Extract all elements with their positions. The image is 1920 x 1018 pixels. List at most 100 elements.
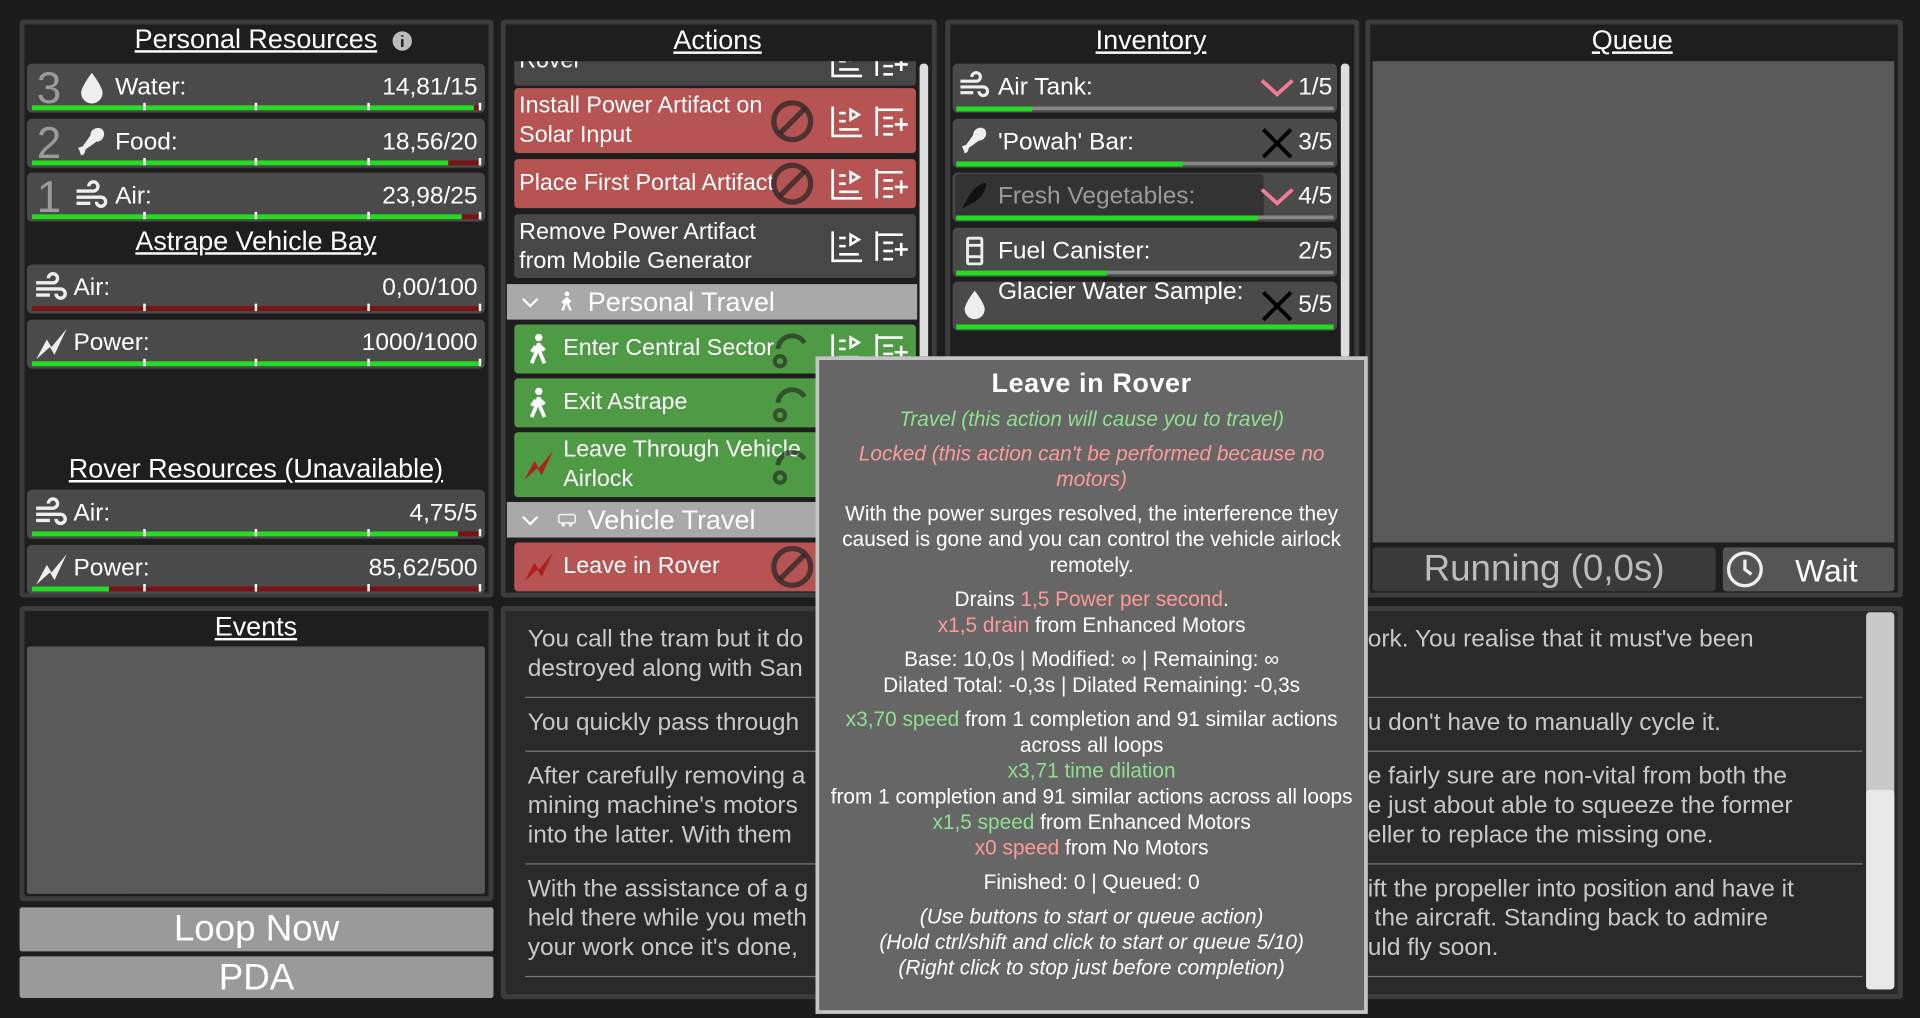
events-area: [26, 646, 485, 894]
resource-count: 3: [36, 62, 62, 113]
status-mark: [1259, 70, 1296, 107]
group-icon: [556, 290, 578, 318]
icon-part: [535, 387, 543, 396]
action-group-header[interactable]: Personal Travel: [506, 284, 918, 320]
resource-label: Power:: [73, 328, 150, 356]
menu-button[interactable]: PDA: [19, 956, 494, 998]
icon-part: [961, 183, 987, 209]
icon-part: [524, 450, 554, 479]
bar-tick: [254, 303, 258, 312]
icon-part: [524, 450, 554, 479]
status-mark: [1259, 124, 1296, 161]
tooltip-block: With the power surges resolved, the inte…: [827, 501, 1357, 578]
log-text: You call the tram but it do: [527, 625, 804, 653]
log-text: e fairly sure are non-vital from both th…: [1367, 762, 1788, 790]
tooltip-line: (Right click to stop just before complet…: [827, 955, 1357, 981]
inventory-row: [952, 227, 1338, 277]
action-item[interactable]: Rover: [514, 61, 916, 86]
icon-part: [561, 291, 572, 311]
icon-part: [771, 545, 814, 588]
icon: [33, 496, 70, 533]
inventory-count: 2/5: [1298, 236, 1333, 264]
tooltip-text: from No Motors: [1059, 836, 1209, 860]
action-icon: [522, 550, 556, 584]
start-button[interactable]: [828, 101, 867, 140]
bar-fill: [956, 324, 1334, 330]
section-title: Queue: [1591, 24, 1673, 56]
icon-part: [78, 127, 105, 155]
start-button[interactable]: [828, 61, 867, 81]
icon: [958, 179, 992, 213]
inventory-count: 1/5: [1298, 73, 1333, 101]
log-text: ift the propeller into position and have…: [1367, 875, 1794, 903]
icon-part: [772, 407, 788, 423]
queue-button[interactable]: [872, 164, 911, 203]
icon-part: [1743, 559, 1753, 576]
icon-part: [557, 513, 577, 524]
actions-scrollbar: [919, 63, 929, 591]
inventory-count: 5/5: [1298, 291, 1333, 319]
tooltip-text: x1,5 drain: [937, 613, 1030, 637]
tooltip-text: With the power surges resolved, the inte…: [842, 502, 1347, 577]
action-label: Rover: [519, 61, 808, 76]
tooltip-block: x3,70 speed from 1 completion and 91 sim…: [827, 707, 1357, 861]
bar-tick: [366, 303, 370, 312]
action-label: Exit Astrape: [563, 389, 688, 416]
log-text: e just about able to squeeze the former: [1367, 792, 1793, 820]
bar-tick: [478, 528, 482, 537]
bar-fill: [956, 106, 1032, 112]
bar-tick: [366, 528, 370, 537]
collapse-icon[interactable]: [519, 509, 541, 537]
resource-label: Power:: [73, 554, 150, 582]
icon-part: [771, 99, 814, 142]
tooltip-line: x3,70 speed from 1 completion and 91 sim…: [827, 707, 1357, 758]
tooltip-line: Finished: 0 | Queued: 0: [827, 869, 1357, 895]
action-item[interactable]: Remove Power Artifact from Mobile Genera…: [514, 214, 916, 278]
log-text: into the latter. With them: [527, 821, 792, 849]
icon-part: [1262, 127, 1293, 158]
start-button[interactable]: [828, 164, 867, 203]
icon-part: [76, 180, 108, 208]
icon: [73, 124, 110, 161]
bar-track: [956, 106, 1334, 111]
action-item[interactable]: Install Power Artifact on Solar Input: [514, 88, 916, 154]
icon-part: [76, 180, 108, 208]
tooltip-block: Locked (this action can't be performed b…: [827, 441, 1357, 492]
log-text: eller to replace the missing one.: [1367, 821, 1714, 849]
icon-part: [778, 552, 807, 582]
inventory-label: Fuel Canister:: [997, 236, 1151, 264]
icon: [958, 70, 992, 104]
travel-icon: [768, 378, 817, 427]
inventory-label: Glacier Water Sample:: [997, 277, 1244, 305]
icon-part: [771, 162, 814, 205]
icon-part: [1726, 551, 1763, 588]
action-group-title: Vehicle Travel: [587, 504, 756, 536]
bar-tick: [366, 211, 370, 220]
resource-label: Air:: [115, 182, 152, 210]
tooltip-block: Drains 1,5 Power per second. x1,5 drain f…: [827, 587, 1357, 638]
action-item[interactable]: Place First Portal Artifact: [514, 159, 916, 209]
resource-label: Air:: [73, 274, 111, 302]
icon-part: [961, 127, 987, 153]
icon-part: [1260, 79, 1294, 97]
queue-button[interactable]: [872, 61, 911, 81]
collapse-icon[interactable]: [519, 291, 541, 319]
start-button[interactable]: [828, 227, 867, 266]
icon-part: [961, 183, 987, 209]
icon-part: [771, 545, 814, 588]
bar-tick: [478, 102, 482, 111]
tooltip-text: .: [1222, 587, 1229, 612]
log-text: u don't have to manually cycle it.: [1367, 708, 1721, 736]
bar-fill: [31, 531, 458, 537]
icon-part: [772, 387, 807, 423]
icon: [33, 271, 70, 308]
tooltip-line: With the power surges resolved, the inte…: [827, 501, 1357, 578]
icon-part: [778, 106, 807, 135]
menu-button[interactable]: Loop Now: [19, 907, 494, 952]
queue-button[interactable]: [872, 101, 911, 140]
bar-fill: [956, 215, 1259, 221]
icon-part: [1262, 290, 1293, 322]
queue-button[interactable]: [872, 227, 911, 266]
action-group-title: Personal Travel: [587, 286, 775, 318]
